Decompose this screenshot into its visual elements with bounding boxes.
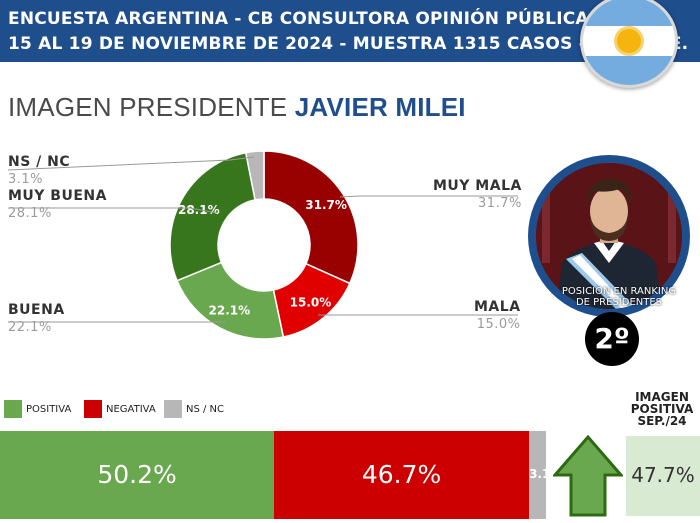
category-label-buena: BUENA 22.1%: [8, 302, 65, 335]
title-name: JAVIER MILEI: [294, 92, 466, 122]
previous-image-box: 47.7%: [626, 436, 700, 516]
bar-value-negativa: 46.7%: [361, 460, 442, 489]
previous-image-label: IMAGEN POSITIVA SEP./24: [630, 390, 694, 428]
arrow-up-icon: [553, 435, 623, 517]
donut-label-muy-mala: 31.7%: [305, 198, 347, 212]
bar-segment-ns-nc: 3.1%: [529, 431, 563, 519]
leader-ns-nc: [7, 156, 255, 171]
donut-label-mala: 15.0%: [290, 296, 332, 310]
header-subtitle: 15 AL 19 DE NOVIEMBRE DE 2024 - MUESTRA …: [8, 34, 689, 54]
donut-label-buena: 22.1%: [209, 303, 251, 317]
bar-value-positiva: 50.2%: [97, 460, 177, 489]
previous-image-value: 47.7%: [631, 463, 695, 487]
argentina-flag-icon: [580, 0, 678, 88]
ranking-caption: POSICIÓN EN RANKING DE PRESIDENTES: [561, 286, 677, 308]
ranking-badge: 2º: [585, 312, 639, 366]
president-portrait: [528, 155, 690, 317]
bar-value-ns-nc: 3.1%: [529, 467, 563, 481]
legend-item-positiva: POSITIVA: [4, 400, 71, 418]
legend-item-ns-nc: NS / NC: [164, 400, 224, 418]
leader-muy-buena: [8, 207, 218, 214]
legend-item-negativa: NEGATIVA: [84, 400, 156, 418]
title-prefix: IMAGEN PRESIDENTE: [8, 92, 295, 122]
leader-muy-mala: [339, 195, 518, 198]
donut-slice-muy-mala: [263, 150, 359, 285]
category-label-muy-buena: MUY BUENA 28.1%: [8, 188, 107, 221]
bar-segment-positiva: 50.2%: [0, 431, 275, 519]
header-title: ENCUESTA ARGENTINA - CB CONSULTORA OPINI…: [8, 9, 589, 29]
sun-of-may-icon: [617, 29, 641, 53]
bar-segment-negativa: 46.7%: [274, 431, 530, 519]
category-label-muy-mala: MUY MALA 31.7%: [433, 178, 522, 211]
donut-slice-ns-nc: [244, 150, 265, 201]
donut-chart: 31.7%15.0%22.1%28.1%: [7, 150, 518, 340]
donut-slice-muy-buena: [169, 151, 256, 282]
donut-slice-buena: [176, 261, 285, 340]
person-icon: [536, 163, 682, 309]
category-label-ns-nc: NS / NC 3.1%: [8, 154, 71, 187]
page-title: IMAGEN PRESIDENTE JAVIER MILEI: [8, 92, 466, 123]
category-label-mala: MALA 15.0%: [474, 299, 521, 332]
